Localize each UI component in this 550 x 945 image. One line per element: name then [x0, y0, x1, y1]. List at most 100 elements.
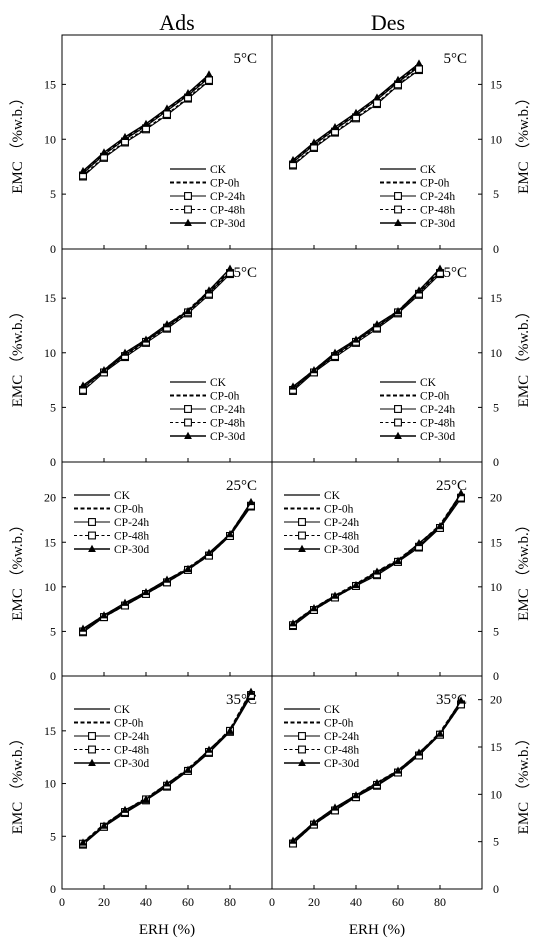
temperature-label: 25°C	[226, 478, 257, 494]
series-ck	[82, 504, 252, 632]
data-point	[226, 264, 234, 272]
y-tick-label: 0	[493, 242, 499, 256]
data-point	[394, 307, 402, 315]
data-point	[352, 791, 360, 799]
data-point	[100, 611, 108, 619]
legend-marker	[184, 205, 192, 214]
legend-marker	[298, 758, 306, 766]
data-point	[184, 564, 192, 572]
legend-label: CP-48h	[324, 745, 359, 757]
data-point	[121, 598, 129, 606]
data-point	[331, 122, 339, 131]
series-cp-30d	[289, 489, 465, 627]
y-axis-label: EMC （%w.b.）	[515, 517, 532, 621]
legend-label: CP-24h	[420, 191, 455, 203]
y-tick-label: 5	[493, 624, 499, 638]
legend-marker	[88, 531, 96, 540]
column-title-ads: Ads	[159, 10, 194, 35]
series-cp-30d	[289, 264, 444, 390]
y-tick-label: 20	[44, 491, 56, 505]
x-tick-label: 0	[269, 895, 275, 909]
y-tick-label: 10	[490, 580, 502, 594]
y-tick-label: 10	[490, 346, 502, 360]
y-tick-label: 15	[44, 291, 56, 305]
legend-marker	[394, 218, 402, 226]
data-point	[415, 65, 423, 73]
data-point	[436, 522, 444, 530]
series-cp-0h	[82, 691, 252, 844]
legend-label: CP-0h	[324, 718, 354, 730]
data-point	[121, 805, 129, 813]
legend-label: CP-0h	[114, 718, 144, 730]
data-point	[79, 381, 87, 389]
legend-label: CP-48h	[420, 418, 455, 430]
y-tick-label: 15	[490, 535, 502, 549]
data-point	[373, 567, 381, 575]
legend-label: CK	[324, 490, 341, 502]
legend-label: CP-30d	[114, 544, 149, 556]
y-tick-label: 15	[44, 535, 56, 549]
series-line-cp-48h	[292, 704, 462, 844]
y-tick-label: 10	[490, 787, 502, 801]
x-tick-label: 60	[392, 895, 404, 909]
y-tick-label: 5	[50, 624, 56, 638]
series-cp-30d	[289, 696, 465, 844]
x-tick-label: 0	[59, 895, 65, 909]
x-tick-label: 40	[140, 895, 152, 909]
data-point	[352, 580, 360, 589]
data-point	[205, 745, 213, 753]
legend-label: CK	[210, 164, 227, 176]
series-line-cp-0h	[82, 691, 252, 844]
y-tick-label: 0	[50, 882, 56, 896]
data-point	[373, 320, 381, 328]
x-axis-label: ERH (%)	[349, 922, 405, 938]
y-tick-label: 10	[490, 132, 502, 146]
x-tick-label: 60	[182, 895, 194, 909]
data-point	[436, 729, 444, 737]
data-point	[79, 624, 87, 632]
legend-label: CP-24h	[324, 731, 359, 743]
data-point	[100, 366, 108, 374]
data-point	[205, 286, 213, 294]
y-tick-label: 10	[44, 777, 56, 791]
legend-label: CP-48h	[210, 418, 245, 430]
series-line-cp-30d	[82, 501, 252, 630]
legend-label: CK	[420, 164, 437, 176]
data-point	[457, 696, 465, 704]
y-tick-label: 0	[50, 455, 56, 469]
legend-label: CP-30d	[324, 544, 359, 556]
data-point	[142, 335, 150, 343]
y-axis-label: EMC （%w.b.）	[9, 517, 26, 621]
legend-label: CP-30d	[420, 431, 455, 443]
legend-marker	[184, 431, 192, 439]
legend-label: CK	[324, 704, 341, 716]
data-point	[184, 307, 192, 315]
legend-label: CP-24h	[114, 517, 149, 529]
legend-marker	[394, 431, 402, 439]
legend-marker	[88, 544, 96, 552]
temperature-label: 25°C	[436, 478, 467, 494]
data-point	[373, 99, 381, 107]
y-axis-label: EMC （%w.b.）	[9, 304, 26, 408]
data-point	[121, 132, 129, 141]
legend-label: CP-0h	[420, 391, 450, 403]
y-tick-label: 10	[44, 580, 56, 594]
y-tick-label: 5	[50, 829, 56, 843]
series-line-cp-48h	[292, 497, 462, 626]
data-point	[289, 836, 297, 844]
data-point	[310, 366, 318, 374]
legend-marker	[394, 405, 402, 413]
data-point	[310, 818, 318, 826]
legend-label: CP-0h	[324, 504, 354, 516]
data-point	[226, 726, 234, 734]
series-line-cp-30d	[292, 268, 441, 388]
series-cp-48h	[289, 65, 423, 169]
legend-label: CP-48h	[324, 531, 359, 543]
x-tick-label: 20	[308, 895, 320, 909]
data-point	[373, 778, 381, 786]
series-cp-0h	[292, 493, 462, 625]
